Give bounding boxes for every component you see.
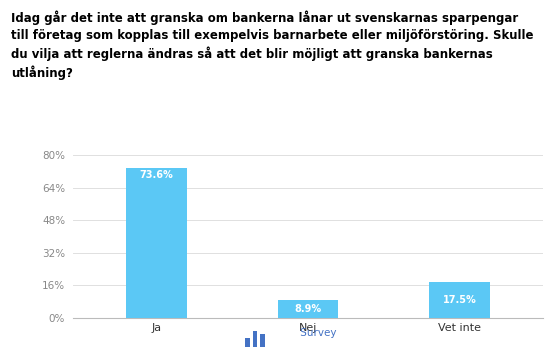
Bar (260, 334, 264, 347)
Text: 73.6%: 73.6% (139, 170, 173, 180)
Bar (245, 338, 250, 347)
Text: Idag går det inte att granska om bankerna lånar ut svenskarnas sparpengar
till f: Idag går det inte att granska om bankern… (11, 10, 534, 80)
Bar (126, 168, 186, 318)
Bar (278, 299, 338, 318)
Text: Survey: Survey (297, 328, 337, 338)
Text: 8.9%: 8.9% (295, 304, 321, 313)
Bar (253, 331, 257, 347)
Text: 17.5%: 17.5% (443, 295, 477, 305)
Bar (430, 282, 490, 318)
